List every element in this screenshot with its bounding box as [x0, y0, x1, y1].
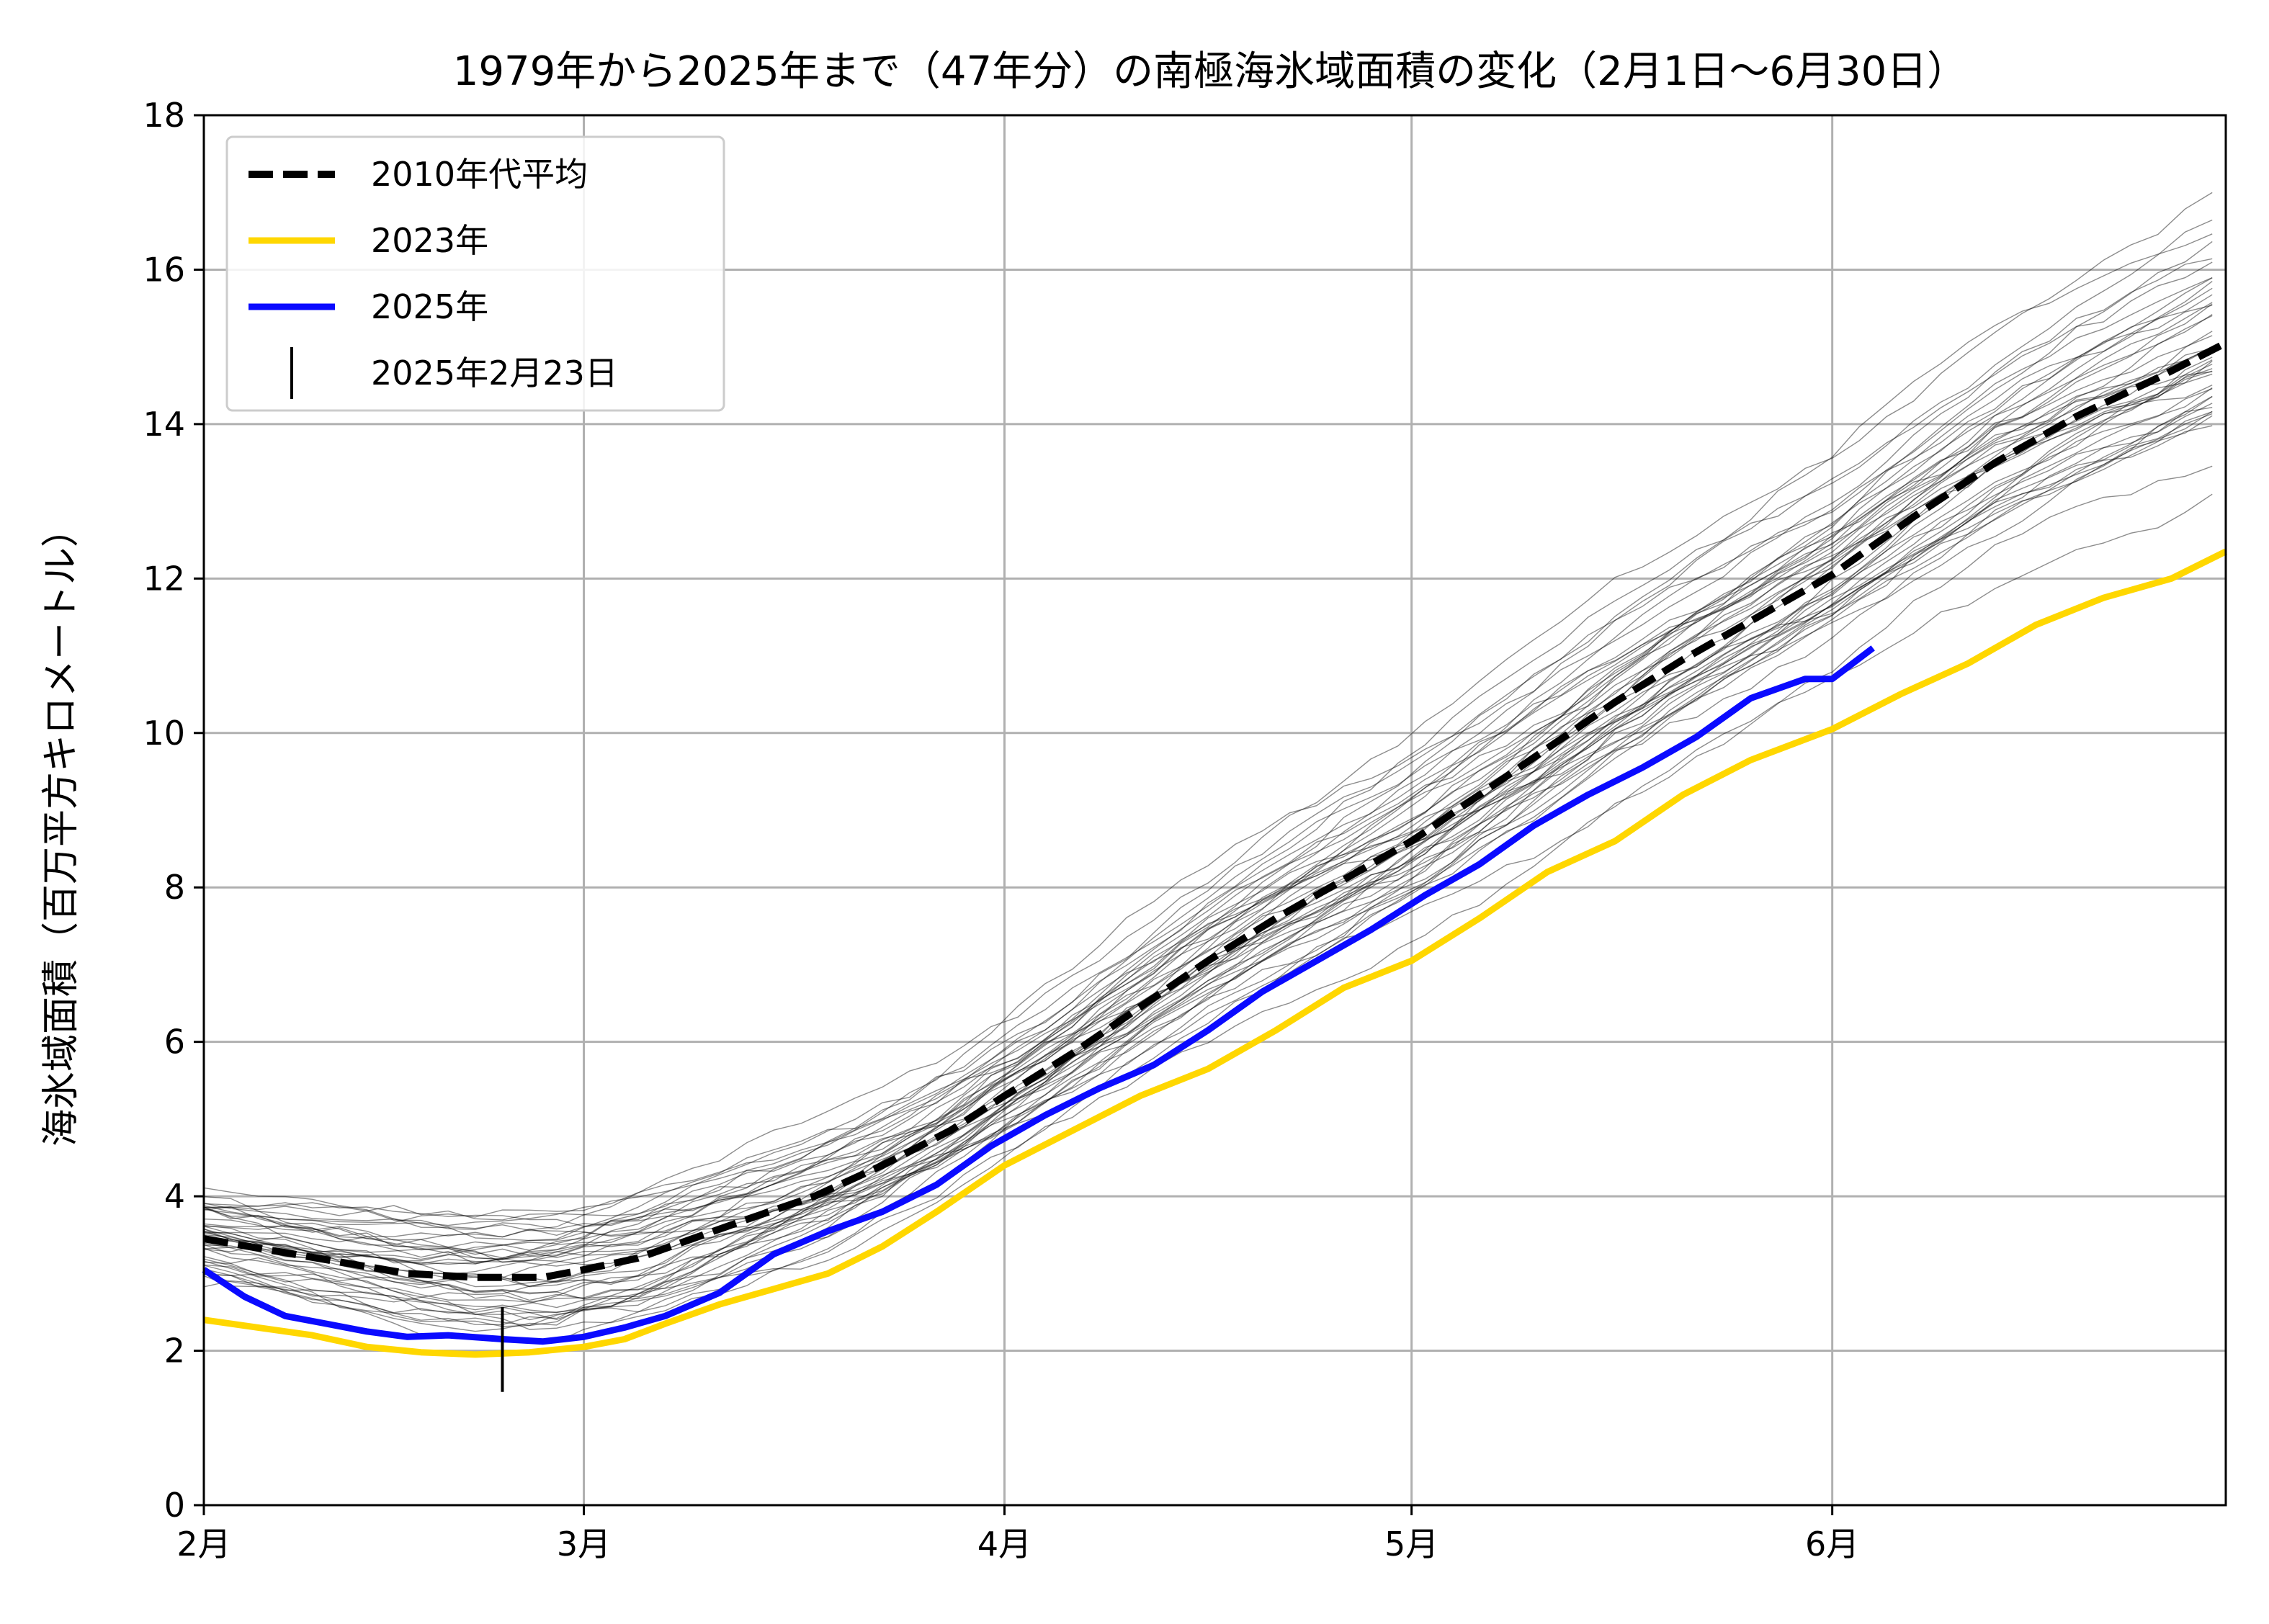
background-year-line [203, 303, 2213, 1327]
y-tick-label: 10 [143, 714, 185, 753]
background-year-line [203, 411, 2213, 1295]
background-year-line [203, 277, 2213, 1224]
background-year-line [203, 287, 2213, 1262]
background-year-line [203, 335, 2213, 1259]
background-year-line [203, 305, 2213, 1238]
y-tick-label: 2 [164, 1332, 185, 1370]
background-year-line [203, 384, 2213, 1237]
background-year-line [203, 411, 2213, 1321]
background-year-line [203, 396, 2213, 1332]
background-year-line [203, 356, 2213, 1326]
plot-frame [202, 114, 2227, 1507]
background-year-line [203, 258, 2213, 1226]
legend-label: 2025年 [371, 287, 488, 326]
chart-title: 1979年から2025年まで（47年分）の南極海氷域面積の変化（2月1日〜6月3… [453, 48, 1967, 95]
background-year-line [203, 370, 2213, 1230]
background-year-line [203, 373, 2213, 1257]
background-year-line [203, 331, 2213, 1321]
background-year-line [203, 413, 2213, 1309]
background-year-line [203, 347, 2213, 1242]
x-tick-label: 2月 [176, 1525, 231, 1564]
y-axis-label: 海氷域面積（百万平方キロメートル） [40, 510, 83, 1147]
background-year-line [203, 425, 2213, 1265]
background-year-line [203, 403, 2213, 1314]
legend-label: 2023年 [371, 221, 488, 260]
background-year-line [203, 465, 2213, 1300]
background-year-line [203, 415, 2213, 1287]
background-year-line [203, 261, 2213, 1260]
background-year-line [203, 346, 2213, 1327]
background-year-line [203, 387, 2213, 1288]
x-tick-label: 3月 [557, 1525, 611, 1564]
background-year-line [203, 363, 2213, 1265]
background-year-line [203, 493, 2213, 1330]
background-year-line [203, 407, 2213, 1265]
series-layer [202, 339, 2228, 1392]
background-year-line [203, 371, 2213, 1227]
background-years-layer [203, 192, 2213, 1343]
legend: 2010年代平均 2023年 2025年 2025年2月23日 [225, 135, 725, 412]
y-tick-label: 12 [143, 559, 185, 598]
background-year-line [203, 192, 2213, 1241]
legend-box [225, 135, 725, 412]
background-year-line [203, 294, 2213, 1251]
series-line [203, 339, 2228, 1281]
background-year-line [203, 314, 2213, 1254]
y-tick-label: 14 [143, 405, 185, 444]
x-tick-label: 5月 [1384, 1525, 1438, 1564]
x-tick-label: 4月 [977, 1525, 1031, 1564]
background-year-line [203, 315, 2213, 1267]
legend-label: 2025年2月23日 [371, 354, 618, 392]
y-tick-label: 4 [164, 1177, 185, 1216]
y-tick-label: 8 [164, 868, 185, 907]
background-year-line [203, 388, 2213, 1260]
background-year-line [203, 219, 2213, 1265]
background-year-line [203, 281, 2213, 1286]
y-tick-label: 18 [143, 96, 185, 135]
x-tick-label: 6月 [1805, 1525, 1859, 1564]
legend-label: 2010年代平均 [371, 155, 588, 194]
background-year-line [203, 277, 2213, 1288]
y-tick-label: 0 [164, 1486, 185, 1525]
series-line [202, 645, 1875, 1345]
background-year-line [203, 233, 2213, 1221]
background-year-line [203, 359, 2213, 1314]
background-year-line [203, 241, 2213, 1275]
background-year-line [203, 347, 2213, 1283]
y-tick-label: 6 [164, 1023, 185, 1062]
y-tick-label: 16 [143, 250, 185, 289]
axes-layer: 0 2 4 6 8 10 12 14 16 18 2月 3月 4月 5月 6月 [143, 96, 2227, 1564]
